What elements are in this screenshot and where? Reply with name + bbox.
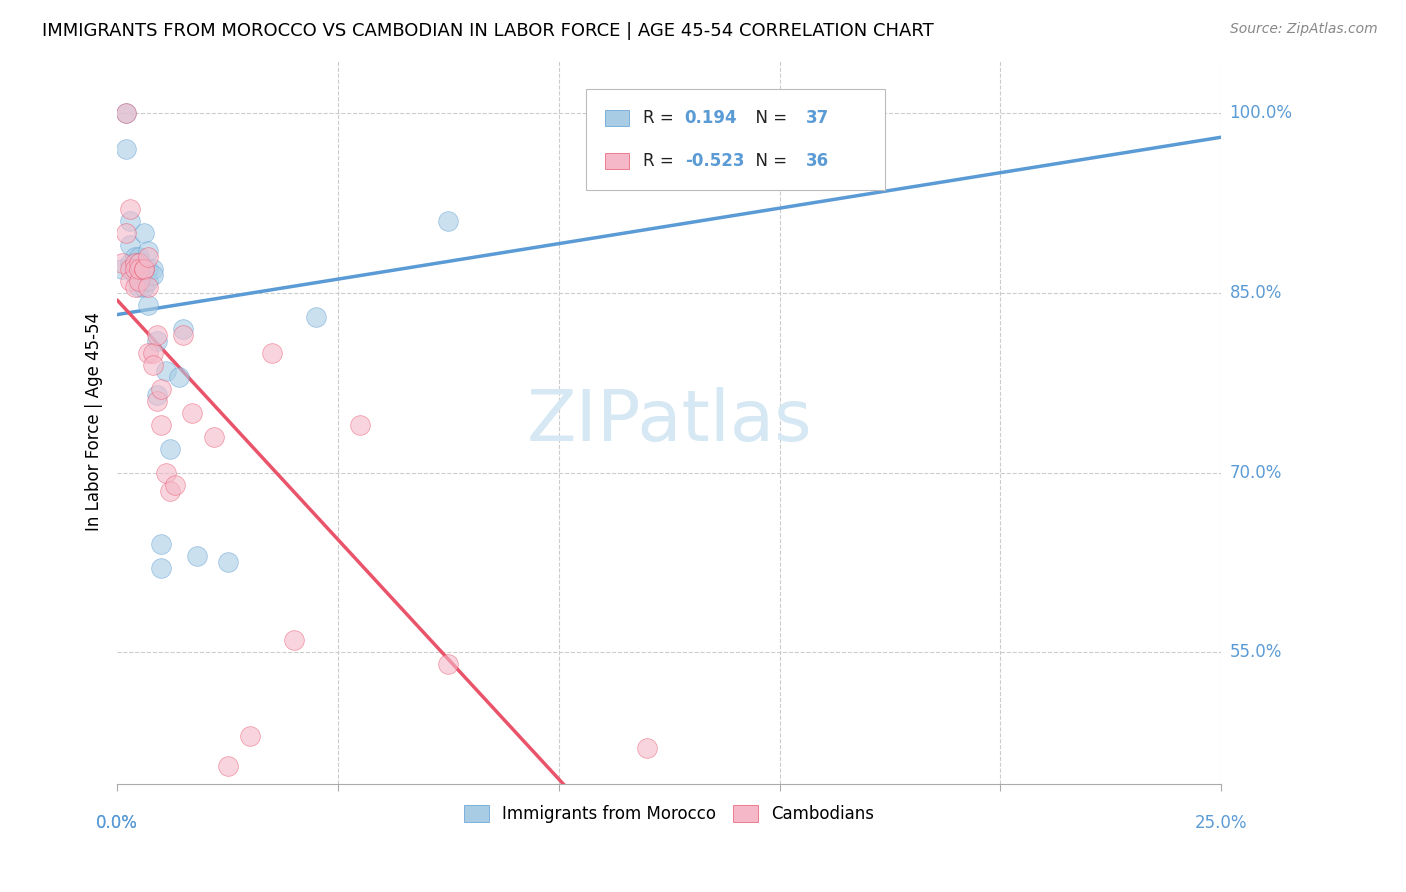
Point [146,393,169,408]
Point [141,268,163,282]
Point [159,483,181,498]
Text: 0.0%: 0.0% [96,814,138,832]
Point [128,256,150,270]
Point [159,442,181,456]
Point [150,382,173,396]
Point [136,274,159,288]
Point [128,274,150,288]
Point [283,633,305,648]
Point [132,262,155,277]
Point [163,477,186,491]
Point [124,268,146,282]
Text: 37: 37 [806,109,830,127]
Text: ZIPatlas: ZIPatlas [526,387,813,456]
Point [136,250,159,264]
Text: IMMIGRANTS FROM MOROCCO VS CAMBODIAN IN LABOR FORCE | AGE 45-54 CORRELATION CHAR: IMMIGRANTS FROM MOROCCO VS CAMBODIAN IN … [42,22,934,40]
Point [186,549,208,564]
Point [172,322,194,336]
Point [120,214,142,228]
Point [132,226,155,240]
Point [124,256,146,270]
Point [150,417,173,432]
Point [202,430,225,444]
Point [239,729,262,743]
FancyBboxPatch shape [605,153,630,169]
Point [437,657,460,672]
Point [305,310,328,324]
Text: N =: N = [745,109,793,127]
Point [136,346,159,360]
Point [150,561,173,575]
Point [172,327,194,342]
Point [136,298,159,312]
Point [790,106,813,120]
FancyBboxPatch shape [586,88,884,190]
Text: 36: 36 [806,152,830,170]
Point [260,346,283,360]
Point [132,262,155,277]
Point [128,280,150,294]
Point [124,262,146,277]
Point [146,388,169,402]
Point [115,142,138,156]
Legend: Immigrants from Morocco, Cambodians: Immigrants from Morocco, Cambodians [457,798,882,830]
Y-axis label: In Labor Force | Age 45-54: In Labor Force | Age 45-54 [86,312,103,532]
Point [115,106,138,120]
Point [128,274,150,288]
Point [128,256,150,270]
FancyBboxPatch shape [605,110,630,126]
Point [217,555,239,569]
Text: 100.0%: 100.0% [1230,104,1292,122]
Point [120,202,142,217]
Point [141,358,163,372]
Point [217,759,239,773]
Point [155,466,177,480]
Text: R =: R = [643,109,679,127]
Point [349,417,371,432]
Point [128,250,150,264]
Point [136,244,159,259]
Point [141,262,163,277]
Point [124,262,146,277]
Text: -0.523: -0.523 [685,152,744,170]
Point [110,256,132,270]
Point [132,262,155,277]
Point [124,256,146,270]
Point [120,274,142,288]
Point [181,406,204,420]
Point [120,256,142,270]
Point [155,364,177,378]
Point [124,250,146,264]
Point [150,537,173,551]
Point [132,280,155,294]
Point [141,346,163,360]
Text: 70.0%: 70.0% [1230,464,1282,482]
Text: 55.0%: 55.0% [1230,643,1282,661]
Text: Source: ZipAtlas.com: Source: ZipAtlas.com [1230,22,1378,37]
Point [124,280,146,294]
Text: N =: N = [745,152,793,170]
Text: 25.0%: 25.0% [1195,814,1247,832]
Point [128,262,150,277]
Point [120,262,142,277]
Point [110,262,132,277]
Text: 0.194: 0.194 [685,109,737,127]
Point [136,280,159,294]
Text: 85.0%: 85.0% [1230,284,1282,302]
Point [120,238,142,252]
Point [136,262,159,277]
Text: R =: R = [643,152,679,170]
Point [636,740,658,755]
Point [167,369,190,384]
Point [146,334,169,348]
Point [128,262,150,277]
Point [146,327,169,342]
Point [437,214,460,228]
Point [115,106,138,120]
Text: 0.0%: 0.0% [96,814,138,832]
Point [115,226,138,240]
